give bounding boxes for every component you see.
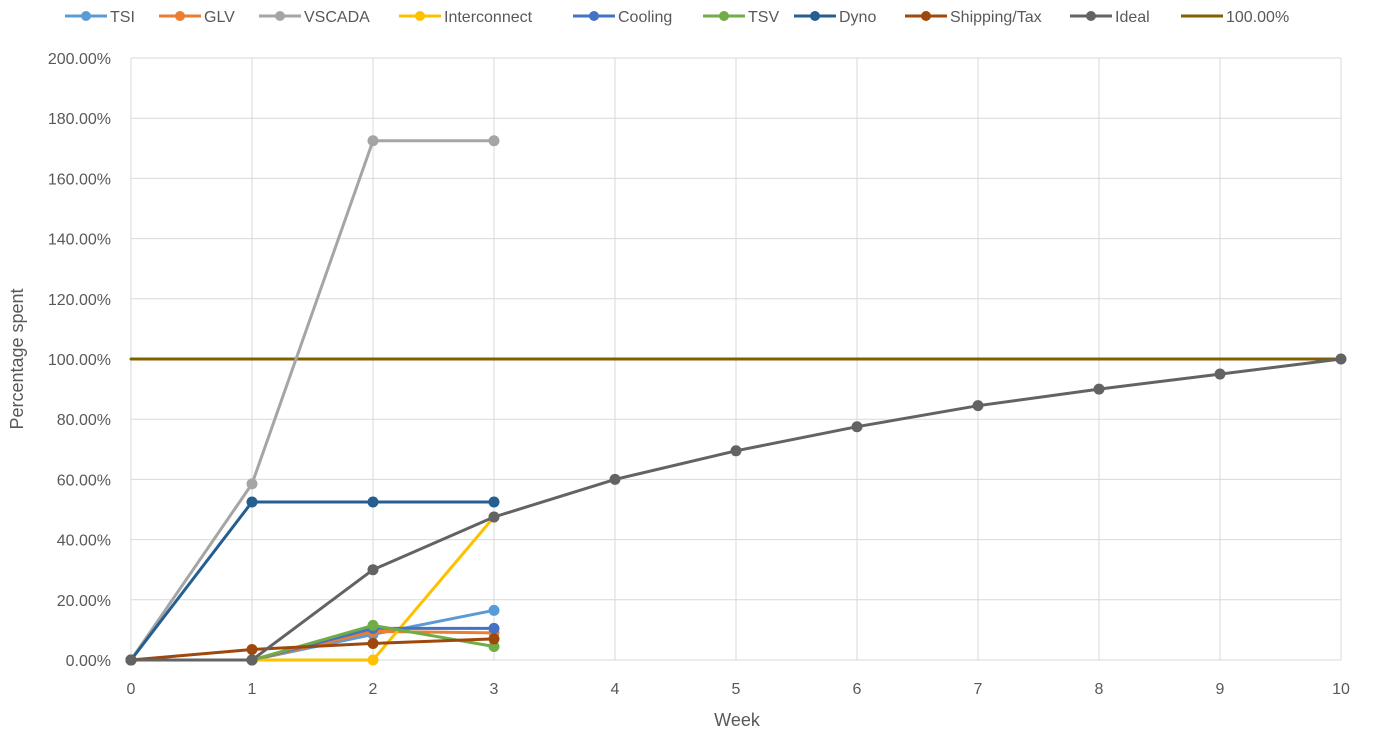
legend-label: TSI xyxy=(110,9,135,26)
data-point-tsv xyxy=(367,619,379,631)
data-point-ideal xyxy=(609,473,621,485)
legend-label: TSV xyxy=(748,9,779,26)
data-point-shipping-tax xyxy=(367,637,379,649)
y-axis-title: Percentage spent xyxy=(7,288,27,429)
legend-label: Shipping/Tax xyxy=(950,9,1042,26)
data-point-ideal xyxy=(246,654,258,666)
data-point-ideal xyxy=(972,400,984,412)
data-point-interconnect xyxy=(367,654,379,666)
x-tick-label: 2 xyxy=(369,681,378,698)
x-tick-label: 8 xyxy=(1095,681,1104,698)
series-line-tsi xyxy=(129,608,496,662)
data-point-ideal xyxy=(1093,383,1105,395)
legend-marker xyxy=(175,11,185,21)
series-line-vscada xyxy=(129,139,496,662)
legend-item-shipping-tax: Shipping/Tax xyxy=(905,9,1042,26)
x-tick-label: 0 xyxy=(127,681,136,698)
legend-marker xyxy=(589,11,599,21)
y-tick-label: 200.00% xyxy=(48,51,111,68)
x-tick-label: 9 xyxy=(1216,681,1225,698)
data-point-ideal xyxy=(730,445,742,457)
data-point-vscada xyxy=(246,478,258,490)
legend-item-100-00: 100.00% xyxy=(1181,9,1289,26)
data-point-ideal xyxy=(1214,368,1226,380)
y-tick-label: 60.00% xyxy=(57,472,111,489)
y-tick-label: 100.00% xyxy=(48,352,111,369)
y-tick-label: 180.00% xyxy=(48,111,111,128)
y-tick-label: 140.00% xyxy=(48,232,111,249)
legend-label: Dyno xyxy=(839,9,876,26)
series-lines xyxy=(125,135,1347,666)
legend-item-tsi: TSI xyxy=(65,9,135,26)
legend-item-dyno: Dyno xyxy=(794,9,876,26)
data-point-cooling xyxy=(488,622,500,634)
y-tick-label: 160.00% xyxy=(48,171,111,188)
data-point-dyno xyxy=(488,496,500,508)
legend-marker xyxy=(719,11,729,21)
y-tick-label: 20.00% xyxy=(57,593,111,610)
y-tick-label: 40.00% xyxy=(57,533,111,550)
data-point-vscada xyxy=(367,135,379,147)
legend-label: Cooling xyxy=(618,9,672,26)
legend-item-tsv: TSV xyxy=(703,9,779,26)
data-point-ideal xyxy=(367,564,379,576)
legend-item-vscada: VSCADA xyxy=(259,9,370,26)
legend-label: GLV xyxy=(204,9,235,26)
x-axis-tick-labels: 0 1 2 3 4 5 6 7 8 9 10 xyxy=(127,681,1350,698)
x-tick-label: 1 xyxy=(248,681,257,698)
x-tick-label: 7 xyxy=(974,681,983,698)
data-point-ideal xyxy=(1335,353,1347,365)
data-point-ideal xyxy=(851,421,863,433)
data-point-tsi xyxy=(488,604,500,616)
legend-label: Interconnect xyxy=(444,9,533,26)
legend-marker xyxy=(921,11,931,21)
data-point-shipping-tax xyxy=(246,643,258,655)
y-tick-label: 80.00% xyxy=(57,412,111,429)
data-point-ideal xyxy=(125,654,137,666)
legend-item-glv: GLV xyxy=(159,9,235,26)
x-tick-label: 10 xyxy=(1332,681,1350,698)
legend-marker xyxy=(415,11,425,21)
legend-marker xyxy=(810,11,820,21)
series-line-shipping-tax xyxy=(129,637,496,662)
y-tick-label: 0.00% xyxy=(66,653,111,670)
x-tick-label: 6 xyxy=(853,681,862,698)
legend-item-cooling: Cooling xyxy=(573,9,672,26)
y-axis-tick-labels: 0.00% 20.00% 40.00% 60.00% 80.00% 100.00% 120.… xyxy=(48,51,111,670)
x-axis-title: Week xyxy=(714,710,761,730)
legend-label: Ideal xyxy=(1115,9,1150,26)
data-point-dyno xyxy=(246,496,258,508)
legend-label: VSCADA xyxy=(304,9,370,26)
legend-item-interconnect: Interconnect xyxy=(399,9,533,26)
legend-item-ideal: Ideal xyxy=(1070,9,1150,26)
data-point-dyno xyxy=(367,496,379,508)
series-vscada xyxy=(125,135,500,666)
data-point-vscada xyxy=(488,135,500,147)
legend-label: 100.00% xyxy=(1226,9,1289,26)
x-tick-label: 4 xyxy=(611,681,620,698)
data-point-shipping-tax xyxy=(488,633,500,645)
y-tick-label: 120.00% xyxy=(48,292,111,309)
legend-marker xyxy=(275,11,285,21)
legend: TSI GLV VSCADA Interconnect Cooling TSV Dyno Sh… xyxy=(65,9,1289,26)
x-tick-label: 3 xyxy=(490,681,499,698)
legend-marker xyxy=(81,11,91,21)
series-ideal xyxy=(125,353,1347,666)
data-point-ideal xyxy=(488,511,500,523)
x-tick-label: 5 xyxy=(732,681,741,698)
legend-marker xyxy=(1086,11,1096,21)
series-line-dyno xyxy=(129,500,496,662)
